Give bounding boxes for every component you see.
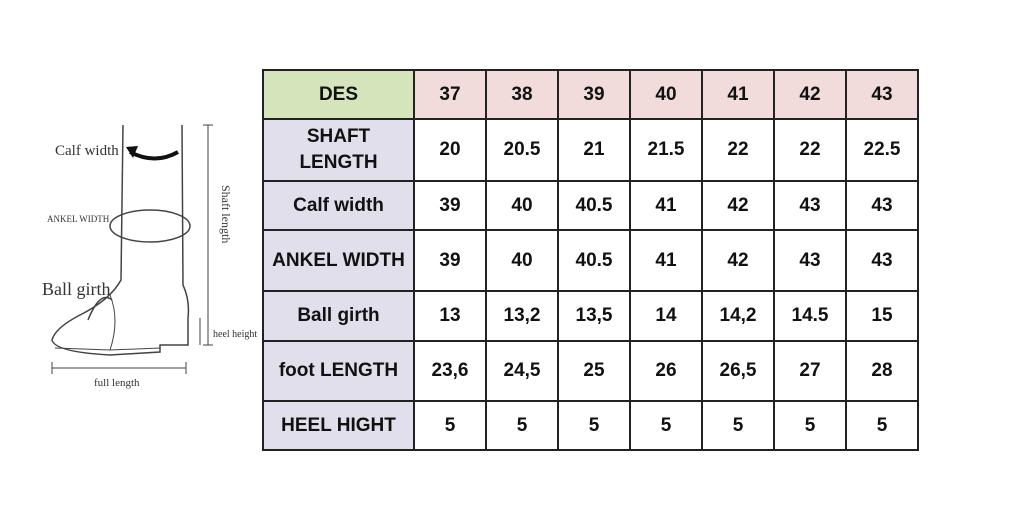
cell: 22.5 <box>845 118 919 182</box>
table-row: Ball girth 13 13,2 13,5 14 14,2 14.5 15 <box>262 290 919 342</box>
cell: 39 <box>557 69 631 120</box>
label: Calf width <box>55 143 119 159</box>
cell: 38 <box>485 69 559 120</box>
cell: 41 <box>629 180 703 231</box>
row-label: HEEL HIGHT <box>262 400 415 451</box>
cell: 5 <box>557 400 631 451</box>
label: ANKEL WIDTH <box>47 214 110 224</box>
cell: 39 <box>413 180 487 231</box>
cell: 26 <box>629 340 703 402</box>
table-row: ANKEL WIDTH 39 40 40.5 41 42 43 43 <box>262 229 919 292</box>
cell: 41 <box>629 229 703 292</box>
cell: 5 <box>701 400 775 451</box>
cell: 14,2 <box>701 290 775 342</box>
label: Shaft length <box>219 185 233 243</box>
row-label: Ball girth <box>262 290 415 342</box>
cell: 24,5 <box>485 340 559 402</box>
row-label: Calf width <box>262 180 415 231</box>
calf-arrow <box>129 150 179 161</box>
cell: 13,5 <box>557 290 631 342</box>
ball-loop <box>87 296 113 321</box>
cell: 41 <box>701 69 775 120</box>
dimension-lines <box>51 124 213 374</box>
cell: 13,2 <box>485 290 559 342</box>
arrow-head <box>126 146 138 158</box>
cell: 5 <box>845 400 919 451</box>
cell: 5 <box>629 400 703 451</box>
cell: 40 <box>485 229 559 292</box>
cell: 14 <box>629 290 703 342</box>
cell: 5 <box>413 400 487 451</box>
cell: 22 <box>701 118 775 182</box>
table-row: foot LENGTH 23,6 24,5 25 26 26,5 27 28 <box>262 340 919 402</box>
cell: 5 <box>773 400 847 451</box>
cell: 40 <box>629 69 703 120</box>
cell: 28 <box>845 340 919 402</box>
boot-diagram: Calf width ANKEL WIDTH Ball girth Shaft … <box>42 124 257 389</box>
cell: 22 <box>773 118 847 182</box>
cell: 15 <box>845 290 919 342</box>
table-row: SHAFT LENGTH 20 20.5 21 21.5 22 22 22.5 <box>262 118 919 182</box>
cell: 43 <box>845 69 919 120</box>
cell: 43 <box>773 229 847 292</box>
row-label: DES <box>262 69 415 120</box>
cell: 20 <box>413 118 487 182</box>
cell: 40 <box>485 180 559 231</box>
cell: 26,5 <box>701 340 775 402</box>
cell: 5 <box>485 400 559 451</box>
cell: 43 <box>773 180 847 231</box>
size-table: DES 37 38 39 40 41 42 43 SHAFT LENGTH 20 20.5 21 21.… <box>262 69 919 451</box>
ankle-loop <box>109 209 191 243</box>
cell: 42 <box>773 69 847 120</box>
label: Ball girth <box>42 279 111 299</box>
cell: 25 <box>557 340 631 402</box>
label: full length <box>94 377 140 389</box>
row-label: ANKEL WIDTH <box>262 229 415 292</box>
cell: 43 <box>845 180 919 231</box>
table-row: DES 37 38 39 40 41 42 43 <box>262 69 919 120</box>
cell: 37 <box>413 69 487 120</box>
row-label: SHAFT LENGTH <box>262 118 415 182</box>
cell: 23,6 <box>413 340 487 402</box>
cell: 43 <box>845 229 919 292</box>
cell: 40.5 <box>557 180 631 231</box>
table-row: Calf width 39 40 40.5 41 42 43 43 <box>262 180 919 231</box>
row-label: foot LENGTH <box>262 340 415 402</box>
cell: 13 <box>413 290 487 342</box>
cell: 21.5 <box>629 118 703 182</box>
cell: 20.5 <box>485 118 559 182</box>
label: heel height <box>213 329 257 340</box>
cell: 21 <box>557 118 631 182</box>
cell: 39 <box>413 229 487 292</box>
cell: 42 <box>701 229 775 292</box>
cell: 40.5 <box>557 229 631 292</box>
cell: 14.5 <box>773 290 847 342</box>
table-row: HEEL HIGHT 5 5 5 5 5 5 5 <box>262 400 919 451</box>
cell: 27 <box>773 340 847 402</box>
cell: 42 <box>701 180 775 231</box>
